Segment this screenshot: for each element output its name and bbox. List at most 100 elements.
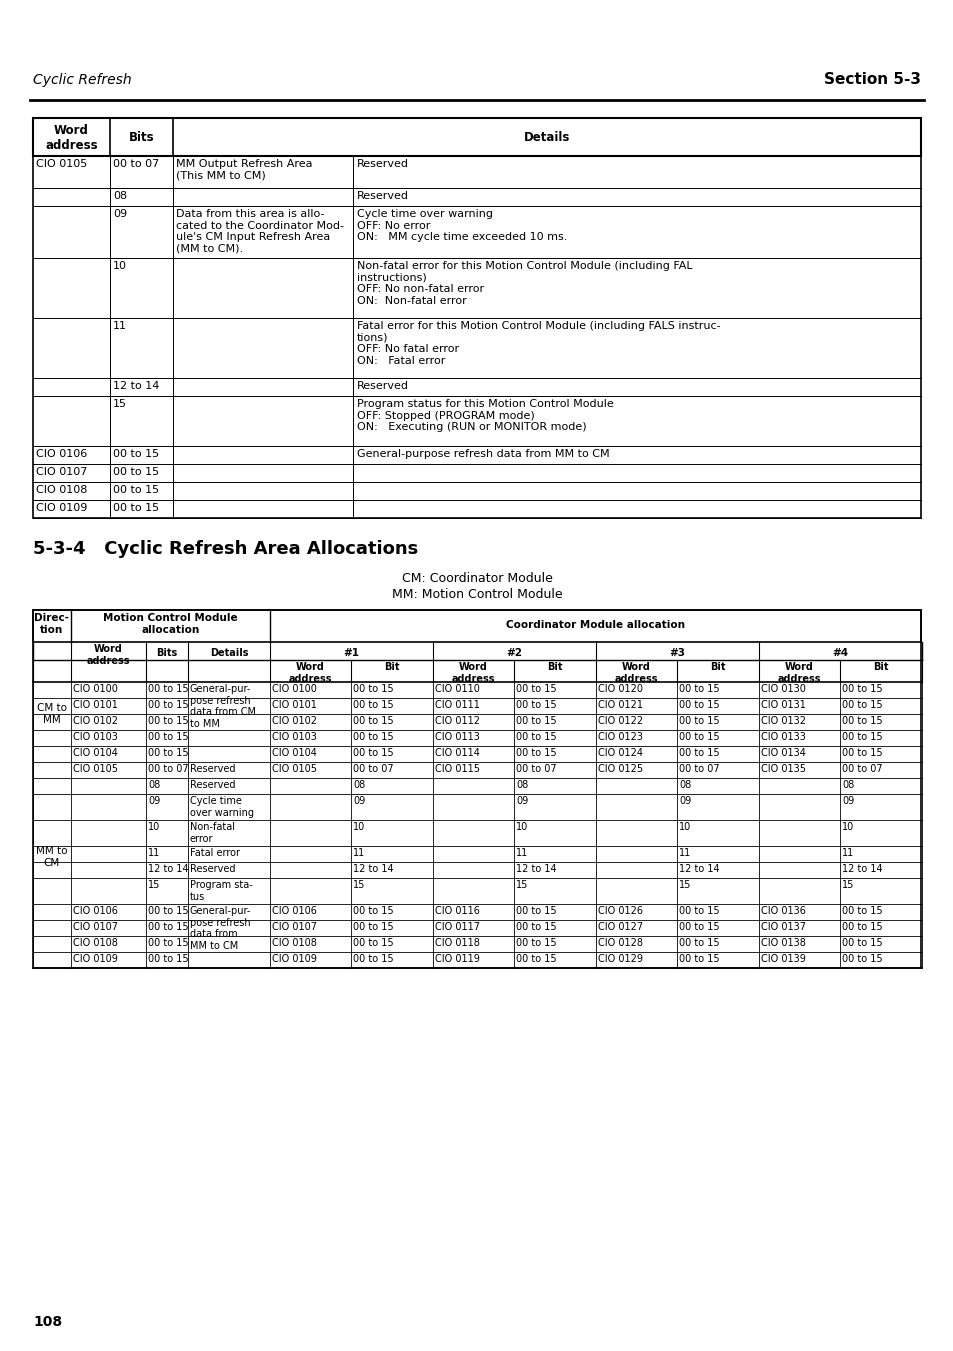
Text: 12 to 14: 12 to 14	[516, 865, 556, 874]
Text: CIO 0120: CIO 0120	[598, 684, 642, 694]
Text: 00 to 15: 00 to 15	[112, 485, 159, 494]
Text: Non-fatal error for this Motion Control Module (including FAL
instructions)
OFF:: Non-fatal error for this Motion Control …	[356, 261, 692, 305]
Text: General-pur-
pose refresh
data from
MM to CM: General-pur- pose refresh data from MM t…	[190, 907, 251, 951]
Text: CIO 0110: CIO 0110	[435, 684, 479, 694]
Text: Cycle time over warning
OFF: No error
ON:   MM cycle time exceeded 10 ms.: Cycle time over warning OFF: No error ON…	[356, 209, 567, 242]
Text: 00 to 15: 00 to 15	[112, 467, 159, 477]
Text: CIO 0131: CIO 0131	[760, 700, 805, 711]
Text: Word
address: Word address	[45, 124, 98, 153]
Text: 09: 09	[148, 796, 160, 807]
Text: 12 to 14: 12 to 14	[148, 865, 189, 874]
Text: CIO 0108: CIO 0108	[36, 485, 88, 494]
Text: Details: Details	[210, 648, 248, 658]
Text: 00 to 15: 00 to 15	[841, 921, 882, 932]
Text: CIO 0101: CIO 0101	[73, 700, 118, 711]
Text: 11: 11	[516, 848, 528, 858]
Text: 00 to 15: 00 to 15	[841, 954, 882, 965]
Text: 00 to 15: 00 to 15	[516, 748, 556, 758]
Text: 00 to 07: 00 to 07	[353, 765, 394, 774]
Text: 00 to 07: 00 to 07	[148, 765, 189, 774]
Text: #1: #1	[343, 648, 359, 658]
Text: CIO 0139: CIO 0139	[760, 954, 805, 965]
Text: CIO 0105: CIO 0105	[36, 159, 87, 169]
Text: 00 to 15: 00 to 15	[516, 684, 556, 694]
Text: 00 to 15: 00 to 15	[841, 938, 882, 948]
Text: 00 to 15: 00 to 15	[841, 732, 882, 742]
Text: CIO 0106: CIO 0106	[36, 449, 87, 459]
Text: 11: 11	[679, 848, 691, 858]
Text: 15: 15	[679, 880, 691, 890]
Text: 08: 08	[148, 780, 160, 790]
Bar	[33, 611, 920, 642]
Text: CIO 0135: CIO 0135	[760, 765, 805, 774]
Text: 12 to 14: 12 to 14	[112, 381, 159, 390]
Bar	[33, 118, 920, 155]
Text: 00 to 15: 00 to 15	[679, 684, 719, 694]
Text: CIO 0114: CIO 0114	[435, 748, 479, 758]
Text: 00 to 15: 00 to 15	[148, 716, 189, 725]
Text: 00 to 15: 00 to 15	[679, 938, 719, 948]
Text: Bit: Bit	[547, 662, 562, 671]
Text: CIO 0106: CIO 0106	[272, 907, 316, 916]
Text: 00 to 15: 00 to 15	[148, 938, 189, 948]
Text: Motion Control Module
allocation: Motion Control Module allocation	[103, 613, 237, 635]
Text: 00 to 15: 00 to 15	[112, 503, 159, 513]
Text: 00 to 15: 00 to 15	[148, 954, 189, 965]
Text: 00 to 15: 00 to 15	[516, 938, 556, 948]
Text: 12 to 14: 12 to 14	[679, 865, 719, 874]
Text: CIO 0109: CIO 0109	[36, 503, 88, 513]
Text: CIO 0109: CIO 0109	[73, 954, 118, 965]
Text: Cyclic Refresh: Cyclic Refresh	[33, 73, 132, 86]
Text: 00 to 07: 00 to 07	[841, 765, 882, 774]
Text: CIO 0105: CIO 0105	[272, 765, 316, 774]
Text: 09: 09	[353, 796, 365, 807]
Text: 00 to 15: 00 to 15	[353, 684, 394, 694]
Text: Details: Details	[523, 131, 570, 145]
Text: CIO 0118: CIO 0118	[435, 938, 479, 948]
Text: CIO 0104: CIO 0104	[272, 748, 316, 758]
Text: 12 to 14: 12 to 14	[353, 865, 394, 874]
Text: Data from this area is allo-
cated to the Coordinator Mod-
ule's CM Input Refres: Data from this area is allo- cated to th…	[175, 209, 344, 254]
Text: 08: 08	[841, 780, 853, 790]
Text: 00 to 15: 00 to 15	[353, 954, 394, 965]
Text: Bits: Bits	[156, 648, 177, 658]
Text: Fatal error for this Motion Control Module (including FALS instruc-
tions)
OFF: : Fatal error for this Motion Control Modu…	[356, 322, 720, 366]
Text: Program sta-
tus: Program sta- tus	[190, 880, 253, 901]
Text: CIO 0123: CIO 0123	[598, 732, 642, 742]
Text: 00 to 15: 00 to 15	[679, 716, 719, 725]
Bar	[33, 118, 920, 517]
Text: CIO 0129: CIO 0129	[598, 954, 642, 965]
Text: CIO 0137: CIO 0137	[760, 921, 805, 932]
Text: 00 to 15: 00 to 15	[516, 700, 556, 711]
Text: 00 to 07: 00 to 07	[112, 159, 159, 169]
Text: 08: 08	[353, 780, 365, 790]
Text: 11: 11	[112, 322, 127, 331]
Text: CIO 0132: CIO 0132	[760, 716, 805, 725]
Text: 00 to 15: 00 to 15	[112, 449, 159, 459]
Text: CIO 0102: CIO 0102	[272, 716, 316, 725]
Text: CIO 0103: CIO 0103	[73, 732, 118, 742]
Text: 00 to 15: 00 to 15	[516, 716, 556, 725]
Text: CIO 0100: CIO 0100	[272, 684, 316, 694]
Text: 00 to 15: 00 to 15	[516, 954, 556, 965]
Text: General-pur-
pose refresh
data from CM
to MM: General-pur- pose refresh data from CM t…	[190, 684, 255, 728]
Text: 11: 11	[353, 848, 365, 858]
Text: 5-3-4   Cyclic Refresh Area Allocations: 5-3-4 Cyclic Refresh Area Allocations	[33, 540, 417, 558]
Text: Bit: Bit	[872, 662, 888, 671]
Text: 00 to 15: 00 to 15	[148, 684, 189, 694]
Text: CIO 0127: CIO 0127	[598, 921, 642, 932]
Text: CIO 0122: CIO 0122	[598, 716, 642, 725]
Text: #4: #4	[832, 648, 847, 658]
Text: Bit: Bit	[384, 662, 399, 671]
Text: 00 to 15: 00 to 15	[148, 748, 189, 758]
Text: CIO 0105: CIO 0105	[73, 765, 118, 774]
Text: Word
address: Word address	[87, 644, 131, 666]
Text: Bits: Bits	[129, 131, 154, 145]
Text: Reserved: Reserved	[356, 381, 409, 390]
Text: Reserved: Reserved	[190, 865, 235, 874]
Text: 00 to 15: 00 to 15	[148, 907, 189, 916]
Text: 15: 15	[516, 880, 528, 890]
Text: CIO 0108: CIO 0108	[272, 938, 316, 948]
Text: Direc-
tion: Direc- tion	[34, 613, 70, 635]
Text: CIO 0115: CIO 0115	[435, 765, 479, 774]
